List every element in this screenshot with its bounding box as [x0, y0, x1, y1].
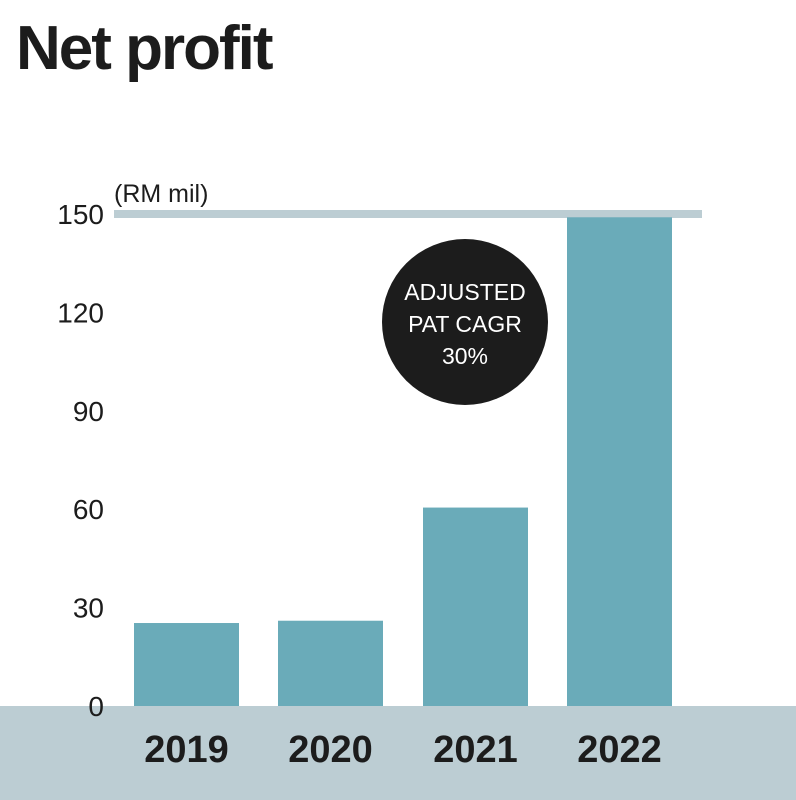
- x-tick-label: 2021: [433, 729, 518, 771]
- x-tick-label: 2022: [577, 729, 662, 771]
- cagr-badge-text: ADJUSTED: [404, 279, 525, 305]
- max-reference-line: [114, 210, 702, 218]
- cagr-badge-text: 30%: [442, 343, 488, 369]
- y-tick-label: 150: [57, 199, 104, 230]
- cagr-badge-text: PAT CAGR: [408, 311, 522, 337]
- x-tick-label: 2020: [288, 729, 373, 771]
- y-tick-label: 120: [57, 297, 104, 328]
- bar-2019: [134, 623, 239, 706]
- cagr-badge: [382, 239, 548, 405]
- chart-title: Net profit: [16, 14, 274, 83]
- bar-2022: [567, 217, 672, 706]
- bar-2021: [423, 507, 528, 706]
- bar-2020: [278, 620, 383, 706]
- x-axis-band: [0, 706, 796, 800]
- y-tick-label: 30: [73, 593, 104, 624]
- y-tick-label: 90: [73, 396, 104, 427]
- y-tick-label: 0: [88, 691, 104, 722]
- unit-label: (RM mil): [114, 180, 208, 208]
- y-tick-label: 60: [73, 494, 104, 525]
- x-tick-label: 2019: [144, 729, 229, 771]
